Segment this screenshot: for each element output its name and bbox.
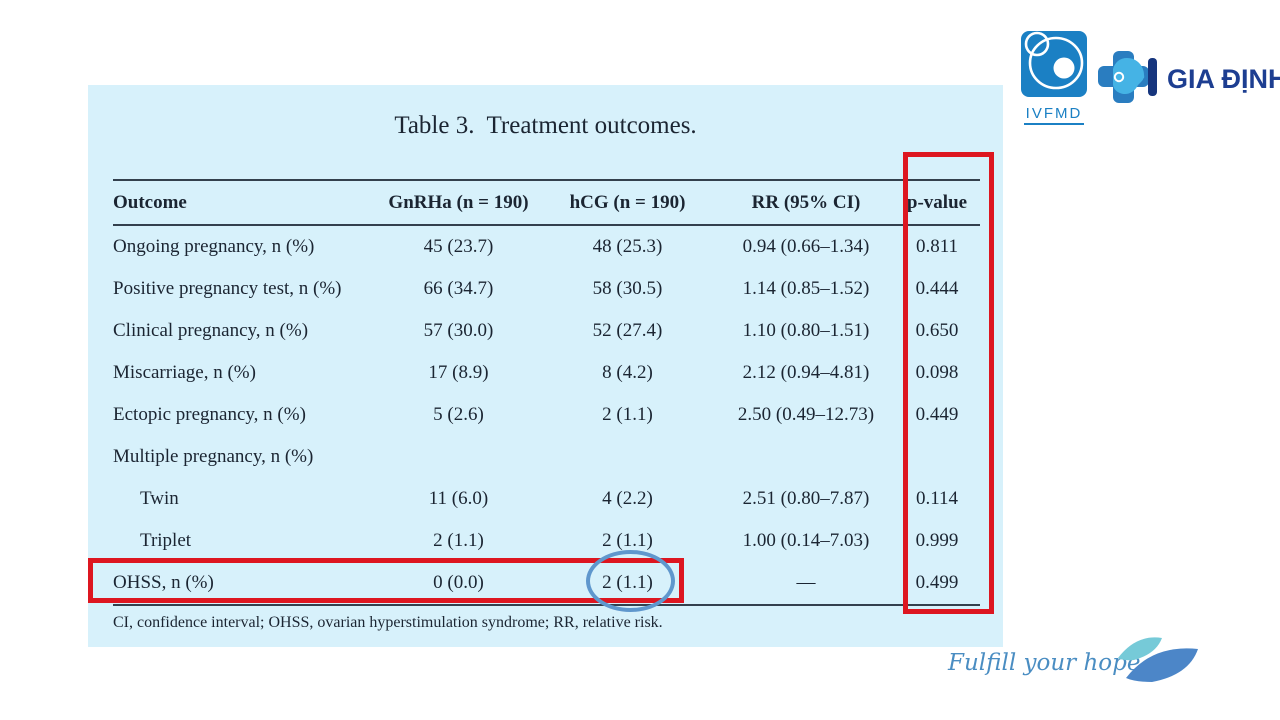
leaf-logo-icon xyxy=(1112,632,1204,695)
header-hcg: hCG (n = 190) xyxy=(569,191,686,213)
cell-rr: 1.10 (0.80–1.51) xyxy=(742,320,870,341)
outcomes-table: Outcome GnRHa (n = 190) hCG (n = 190) RR… xyxy=(113,179,980,606)
cell-gnrha: 57 (30.0) xyxy=(423,320,494,341)
table-row: Triplet 2 (1.1) 2 (1.1) 1.00 (0.14–7.03)… xyxy=(113,520,980,562)
row-label: Multiple pregnancy, n (%) xyxy=(113,446,314,467)
cell-pvalue: 0.999 xyxy=(915,530,959,551)
table-row: Positive pregnancy test, n (%) 66 (34.7)… xyxy=(113,268,980,310)
cell-rr: 2.50 (0.49–12.73) xyxy=(737,404,875,425)
table-header-row: Outcome GnRHa (n = 190) hCG (n = 190) RR… xyxy=(113,179,980,226)
row-label: OHSS, n (%) xyxy=(113,572,214,593)
row-label: Triplet xyxy=(140,530,192,551)
table-footnote: CI, confidence interval; OHSS, ovarian h… xyxy=(113,614,663,631)
row-label: Miscarriage, n (%) xyxy=(113,362,256,383)
cell-gnrha: 5 (2.6) xyxy=(433,404,484,425)
header-pvalue: p-value xyxy=(906,191,968,213)
row-label: Ectopic pregnancy, n (%) xyxy=(113,404,306,425)
cell-pvalue: 0.098 xyxy=(915,362,959,383)
cell-gnrha: 45 (23.7) xyxy=(423,236,494,257)
cell-hcg: 52 (27.4) xyxy=(592,320,663,341)
row-label: Clinical pregnancy, n (%) xyxy=(113,320,309,341)
table-row: Miscarriage, n (%) 17 (8.9) 8 (4.2) 2.12… xyxy=(113,352,980,394)
cell-rr: 1.00 (0.14–7.03) xyxy=(742,530,870,551)
header-outcome: Outcome xyxy=(113,191,187,213)
table-row: Twin 11 (6.0) 4 (2.2) 2.51 (0.80–7.87) 0… xyxy=(113,478,980,520)
cell-hcg: 58 (30.5) xyxy=(592,278,663,299)
cell-pvalue: 0.444 xyxy=(915,278,959,299)
table-row: Ongoing pregnancy, n (%) 45 (23.7) 48 (2… xyxy=(113,226,980,268)
ivfmd-logo: IVFMD xyxy=(1018,30,1090,125)
row-label: Positive pregnancy test, n (%) xyxy=(113,278,342,299)
cell-pvalue: 0.499 xyxy=(915,572,959,593)
cell-rr: 2.51 (0.80–7.87) xyxy=(742,488,870,509)
row-label: Ongoing pregnancy, n (%) xyxy=(113,236,315,257)
cell-hcg: 8 (4.2) xyxy=(602,362,653,383)
table-panel xyxy=(88,85,1003,647)
cell-rr: 0.94 (0.66–1.34) xyxy=(742,236,870,257)
cell-gnrha: 0 (0.0) xyxy=(433,572,484,593)
table-row: Multiple pregnancy, n (%) xyxy=(113,436,980,478)
cell-hcg: 2 (1.1) xyxy=(602,404,653,425)
red-highlight-pvalue-column xyxy=(903,152,994,614)
cell-hcg: 4 (2.2) xyxy=(602,488,653,509)
cell-gnrha: 66 (34.7) xyxy=(423,278,494,299)
cell-hcg: 48 (25.3) xyxy=(592,236,663,257)
gia-dinh-logo: GIA ĐỊNH xyxy=(1097,50,1280,109)
cell-rr: 1.14 (0.85–1.52) xyxy=(742,278,870,299)
ivfmd-logo-label: IVFMD xyxy=(1023,105,1085,125)
table-title: Table 3. Treatment outcomes. xyxy=(394,112,697,139)
cell-pvalue: 0.811 xyxy=(915,236,959,257)
gia-dinh-logo-label: GIA ĐỊNH xyxy=(1167,64,1280,94)
cell-gnrha: 17 (8.9) xyxy=(428,362,489,383)
row-label: Twin xyxy=(140,488,179,509)
cell-rr: 2.12 (0.94–4.81) xyxy=(742,362,870,383)
cell-hcg: 2 (1.1) xyxy=(602,530,653,551)
ivfmd-logo-icon xyxy=(1020,31,1088,102)
blue-circle-annotation xyxy=(586,550,675,612)
red-highlight-ohss-row xyxy=(88,558,684,603)
table-row: Clinical pregnancy, n (%) 57 (30.0) 52 (… xyxy=(113,310,980,352)
cell-pvalue: 0.114 xyxy=(915,488,959,509)
cell-pvalue: 0.449 xyxy=(915,404,959,425)
cell-pvalue: 0.650 xyxy=(915,320,959,341)
cell-gnrha: 2 (1.1) xyxy=(433,530,484,551)
header-gnrha: GnRHa (n = 190) xyxy=(388,191,529,213)
header-rr: RR (95% CI) xyxy=(751,191,861,213)
medical-cross-baby-icon xyxy=(1097,50,1159,109)
cell-gnrha: 11 (6.0) xyxy=(428,488,489,509)
tagline-text: Fulfill your hope xyxy=(948,650,1141,676)
table-row: Ectopic pregnancy, n (%) 5 (2.6) 2 (1.1)… xyxy=(113,394,980,436)
cell-rr: — xyxy=(796,572,816,593)
